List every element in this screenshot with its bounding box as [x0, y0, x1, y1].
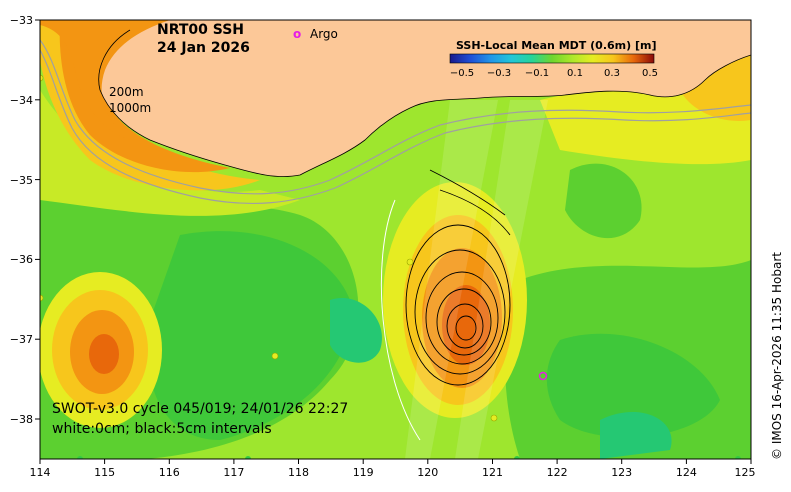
imos-credit: © IMOS 16-Apr-2026 11:35 Hobart	[770, 252, 784, 460]
y-tick: −38	[10, 413, 33, 426]
y-tick: −35	[10, 174, 33, 187]
ssh-contours	[405, 169, 511, 386]
map-title: NRT00 SSH	[157, 22, 244, 38]
x-tick: 121	[482, 466, 503, 479]
tick-marks	[35, 19, 752, 464]
map-date: 24 Jan 2026	[157, 40, 250, 56]
x-tick: 119	[353, 466, 374, 479]
x-tick: 116	[159, 466, 180, 479]
isobath-label-1000: 1000m	[109, 101, 151, 115]
y-tick: −33	[10, 14, 33, 27]
y-tick: −36	[10, 253, 33, 266]
contour-note: white:0cm; black:5cm intervals	[52, 421, 272, 437]
argo-float	[538, 371, 548, 381]
plot-frame	[39, 19, 752, 460]
colorbar-title: SSH-Local Mean MDT (0.6m) [m]	[456, 39, 656, 52]
surface-drifters	[77, 456, 741, 459]
map-field	[40, 20, 751, 459]
y-axis-labels: −33 −34 −35 −36 −37 −38	[10, 14, 33, 426]
float-markers	[40, 74, 498, 422]
argo-legend-marker: o	[293, 27, 301, 41]
colorbar-tick: −0.3	[487, 68, 511, 79]
colorbar-tick: 0.1	[567, 68, 583, 79]
x-tick: 115	[94, 466, 115, 479]
x-tick: 114	[30, 466, 51, 479]
swot-note: SWOT-v3.0 cycle 045/019; 24/01/26 22:27	[52, 401, 348, 417]
x-axis-labels: 114 115 116 117 118 119 120 121 122 123 …	[30, 466, 756, 479]
colorbar: SSH-Local Mean MDT (0.6m) [m] −0.5 −0.3 …	[449, 39, 658, 79]
x-tick: 124	[676, 466, 697, 479]
coastline	[98, 29, 751, 177]
argo-legend-label: Argo	[310, 27, 338, 41]
colorbar-tick: 0.5	[642, 68, 658, 79]
x-tick: 125	[735, 466, 756, 479]
isobath-lines	[40, 39, 751, 205]
x-tick: 123	[611, 466, 632, 479]
colorbar-tick: −0.5	[450, 68, 474, 79]
x-tick: 118	[288, 466, 309, 479]
x-tick: 117	[223, 466, 244, 479]
colorbar-tick: −0.1	[525, 68, 549, 79]
y-tick: −34	[10, 94, 33, 107]
zero-contour	[380, 199, 421, 441]
x-tick: 122	[547, 466, 568, 479]
colorbar-tick: 0.3	[604, 68, 620, 79]
y-tick: −37	[10, 333, 33, 346]
colorbar-scale	[449, 53, 655, 64]
x-tick: 120	[417, 466, 438, 479]
isobath-label-200: 200m	[109, 85, 144, 99]
